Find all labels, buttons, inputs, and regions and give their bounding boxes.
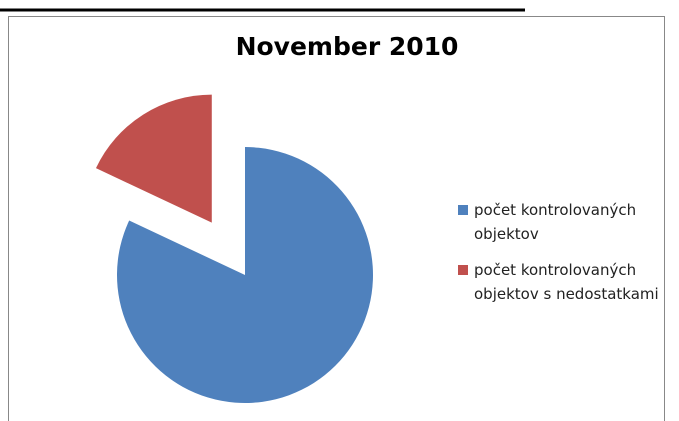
pie-slice: [117, 147, 373, 403]
chart-title: November 2010: [236, 32, 459, 61]
pie-slice: [95, 94, 212, 223]
legend-swatch: [458, 265, 468, 275]
legend-label: počet kontrolovaných objektov s nedostat…: [474, 261, 659, 303]
legend-swatch: [458, 205, 468, 215]
legend-label: počet kontrolovaných objektov: [474, 201, 637, 243]
